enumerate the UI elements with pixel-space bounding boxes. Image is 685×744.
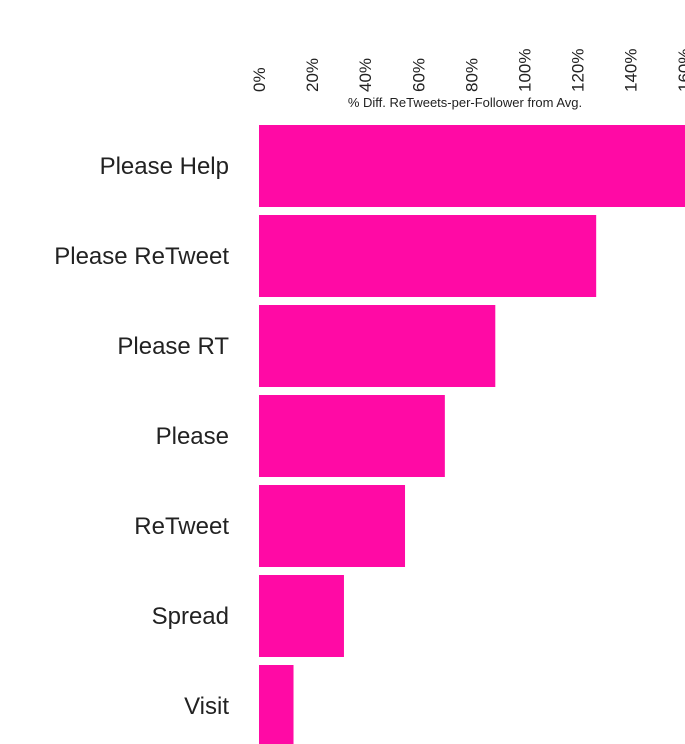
- x-tick-label: 60%: [409, 58, 428, 92]
- x-tick-label: 20%: [303, 58, 322, 92]
- category-labels: Please Help Please ReTweet Please RT Please…: [54, 153, 229, 720]
- category-label: Please ReTweet: [54, 243, 229, 270]
- bar: [259, 575, 344, 657]
- category-label: Please RT: [117, 333, 229, 360]
- category-label: ReTweet: [134, 513, 229, 540]
- x-tick-label: 40%: [356, 58, 375, 92]
- category-label: Please Help: [100, 153, 229, 180]
- bar: [259, 305, 496, 387]
- x-tick-label: 120%: [569, 49, 588, 92]
- bar: [259, 125, 685, 207]
- x-tick-label: 80%: [462, 58, 481, 92]
- category-label: Please: [156, 423, 229, 450]
- bar: [259, 665, 294, 744]
- bar: [259, 485, 406, 567]
- x-axis-title: % Diff. ReTweets-per-Follower from Avg.: [348, 95, 582, 110]
- category-label: Visit: [184, 693, 229, 720]
- bar: [259, 215, 597, 297]
- x-tick-label: 160%: [675, 49, 685, 92]
- x-tick-label: 140%: [622, 49, 641, 92]
- x-axis-ticks: 0% 20% 40% 60% 80% 100% 120% 140% 160%: [250, 49, 685, 92]
- bar: [259, 395, 445, 477]
- x-tick-label: 0%: [250, 67, 269, 92]
- bars: [259, 125, 685, 744]
- category-label: Spread: [152, 603, 229, 630]
- x-tick-label: 100%: [516, 49, 535, 92]
